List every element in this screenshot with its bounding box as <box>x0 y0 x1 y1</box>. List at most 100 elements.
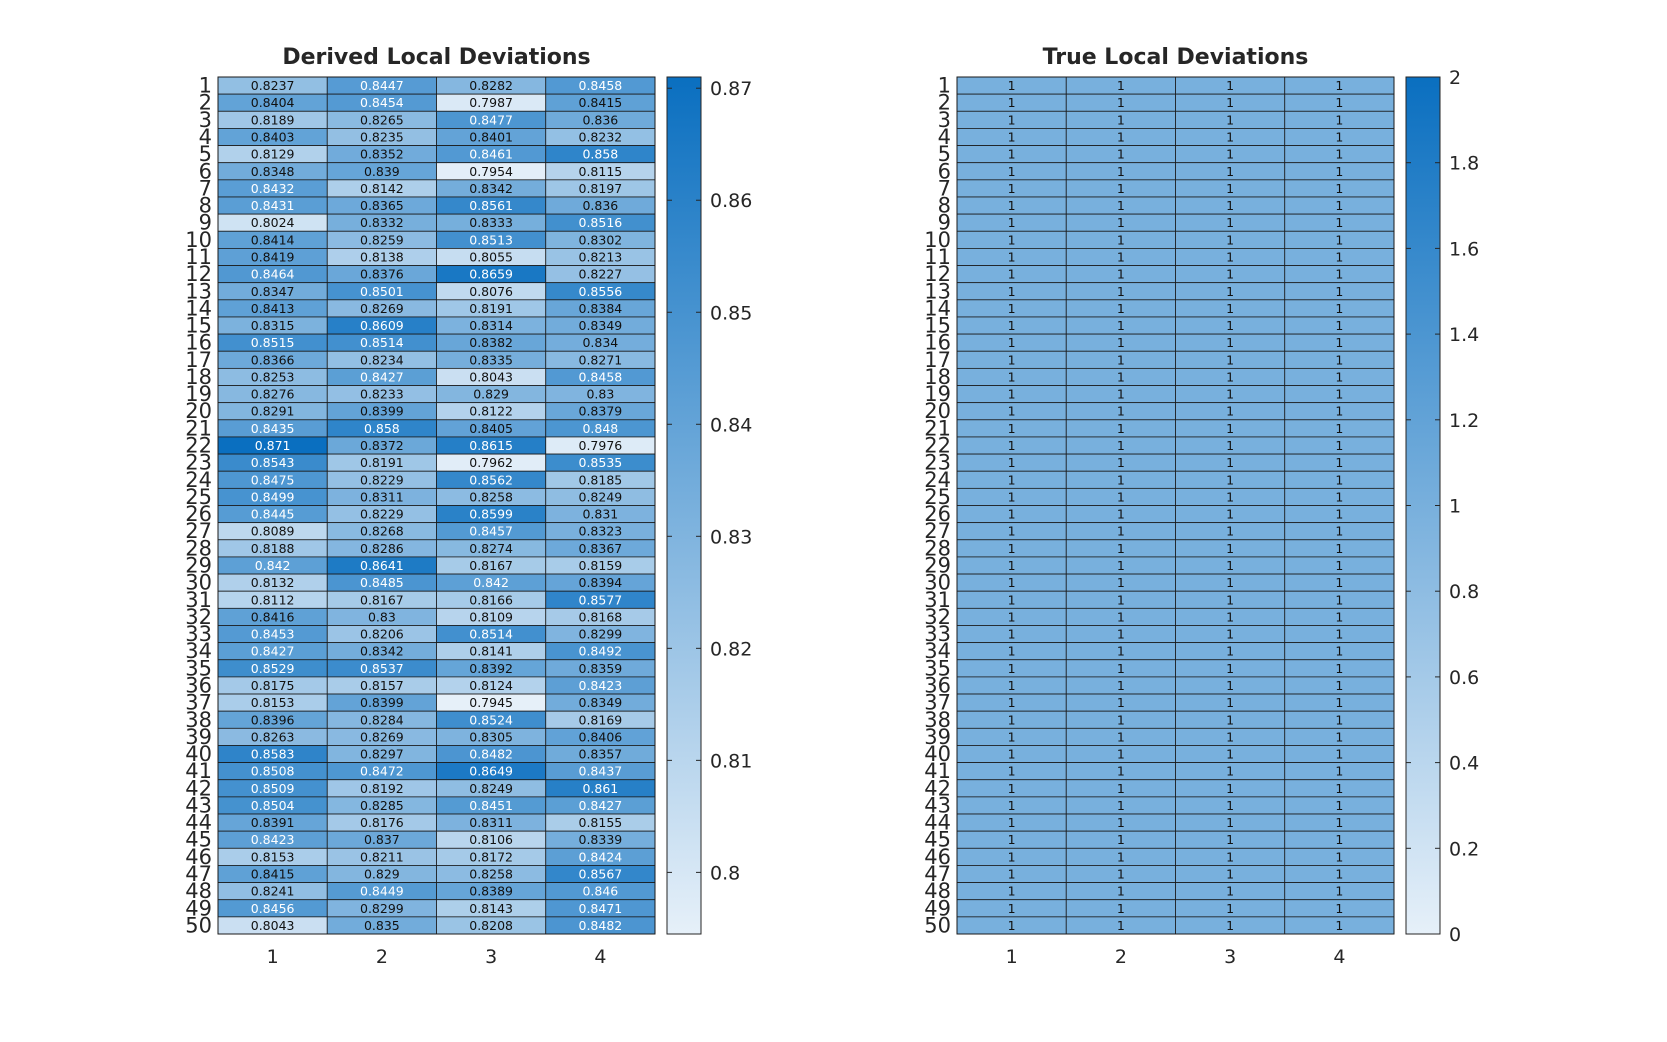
cell-label: 0.8413 <box>251 301 295 316</box>
cell-label: 1 <box>1008 198 1016 213</box>
cell-label: 1 <box>1335 112 1343 127</box>
cell-label: 1 <box>1008 129 1016 144</box>
cell-label: 1 <box>1117 609 1125 624</box>
cell-label: 0.8235 <box>360 129 404 144</box>
cell-label: 1 <box>1226 901 1234 916</box>
colorbar-tick-label: 0.6 <box>1449 667 1479 689</box>
cell-label: 0.8167 <box>360 592 404 607</box>
cell-label: 1 <box>1117 575 1125 590</box>
cell-label: 0.83 <box>586 387 614 402</box>
cell-label: 0.846 <box>582 884 618 899</box>
cell-label: 0.8124 <box>469 678 513 693</box>
row-tick-label: 3 <box>938 108 951 132</box>
row-tick-label: 40 <box>185 742 212 766</box>
cell-label: 1 <box>1226 764 1234 779</box>
cell-label: 0.8043 <box>251 918 295 933</box>
cell-label: 0.8449 <box>360 884 404 899</box>
row-tick-label: 44 <box>185 811 212 835</box>
cell-label: 1 <box>1008 438 1016 453</box>
column-tick-label: 3 <box>485 946 497 968</box>
cell-label: 1 <box>1117 592 1125 607</box>
row-tick-label: 21 <box>924 416 951 440</box>
colorbar-tick-label: 0.87 <box>710 78 752 100</box>
cell-label: 1 <box>1008 627 1016 642</box>
cell-label: 1 <box>1226 489 1234 504</box>
row-tick-label: 24 <box>185 468 212 492</box>
cell-label: 0.8232 <box>579 129 623 144</box>
cell-label: 0.8208 <box>469 918 513 933</box>
cell-label: 0.8132 <box>251 575 295 590</box>
cell-label: 0.8376 <box>360 267 404 282</box>
cell-label: 1 <box>1117 267 1125 282</box>
row-tick-label: 43 <box>924 793 951 817</box>
cell-label: 0.7945 <box>469 695 513 710</box>
cell-label: 0.8122 <box>469 404 513 419</box>
cell-label: 0.8157 <box>360 678 404 693</box>
cell-label: 0.8349 <box>579 695 623 710</box>
cell-label: 0.8285 <box>360 798 404 813</box>
cell-label: 1 <box>1226 301 1234 316</box>
row-tick-label: 13 <box>185 279 212 303</box>
cell-label: 1 <box>1335 747 1343 762</box>
cell-label: 0.8185 <box>579 472 623 487</box>
cell-label: 1 <box>1117 335 1125 350</box>
cell-label: 0.8043 <box>469 369 513 384</box>
cell-label: 0.8524 <box>469 712 513 727</box>
cell-label: 1 <box>1335 198 1343 213</box>
cell-label: 0.8249 <box>469 781 513 796</box>
cell-label: 0.8323 <box>579 524 623 539</box>
row-tick-label: 48 <box>185 879 212 903</box>
cell-label: 1 <box>1335 884 1343 899</box>
cell-label: 0.8269 <box>360 729 404 744</box>
cell-label: 1 <box>1008 112 1016 127</box>
cell-label: 1 <box>1008 832 1016 847</box>
cell-label: 1 <box>1335 815 1343 830</box>
row-tick-label: 4 <box>199 125 212 149</box>
row-tick-label: 6 <box>938 159 951 183</box>
cell-label: 1 <box>1117 95 1125 110</box>
cell-label: 1 <box>1117 541 1125 556</box>
cell-label: 1 <box>1335 575 1343 590</box>
cell-label: 0.8427 <box>251 644 295 659</box>
cell-label: 0.8504 <box>251 798 295 813</box>
row-tick-label: 11 <box>185 245 212 269</box>
cell-label: 1 <box>1117 318 1125 333</box>
cell-label: 0.8055 <box>469 249 513 264</box>
row-tick-label: 10 <box>924 228 951 252</box>
cell-label: 0.8423 <box>251 832 295 847</box>
row-tick-label: 29 <box>924 553 951 577</box>
colorbar-tick-label: 0 <box>1449 924 1461 946</box>
cell-label: 1 <box>1117 472 1125 487</box>
cell-label: 1 <box>1226 455 1234 470</box>
cell-label: 0.8115 <box>579 164 623 179</box>
row-tick-label: 27 <box>185 519 212 543</box>
row-tick-label: 47 <box>924 862 951 886</box>
cell-label: 0.8485 <box>360 575 404 590</box>
cell-label: 1 <box>1008 524 1016 539</box>
cell-label: 1 <box>1008 318 1016 333</box>
cell-label: 1 <box>1008 164 1016 179</box>
cell-label: 0.8382 <box>469 335 513 350</box>
cell-label: 0.8424 <box>579 849 623 864</box>
cell-label: 1 <box>1117 884 1125 899</box>
cell-label: 0.839 <box>364 164 400 179</box>
cell-label: 1 <box>1335 95 1343 110</box>
cell-label: 1 <box>1117 832 1125 847</box>
cell-label: 0.8352 <box>360 147 404 162</box>
cell-label: 0.8492 <box>579 644 623 659</box>
row-tick-label: 5 <box>938 142 951 166</box>
row-tick-label: 29 <box>185 553 212 577</box>
row-tick-label: 33 <box>924 622 951 646</box>
cell-label: 1 <box>1008 661 1016 676</box>
row-tick-label: 46 <box>924 845 951 869</box>
row-tick-label: 15 <box>924 314 951 338</box>
cell-label: 0.8457 <box>469 524 513 539</box>
cell-label: 1 <box>1117 78 1125 93</box>
cell-label: 1 <box>1335 369 1343 384</box>
cell-label: 0.8249 <box>579 489 623 504</box>
cell-label: 0.8206 <box>360 627 404 642</box>
cell-label: 1 <box>1117 764 1125 779</box>
cell-label: 0.8391 <box>251 815 295 830</box>
